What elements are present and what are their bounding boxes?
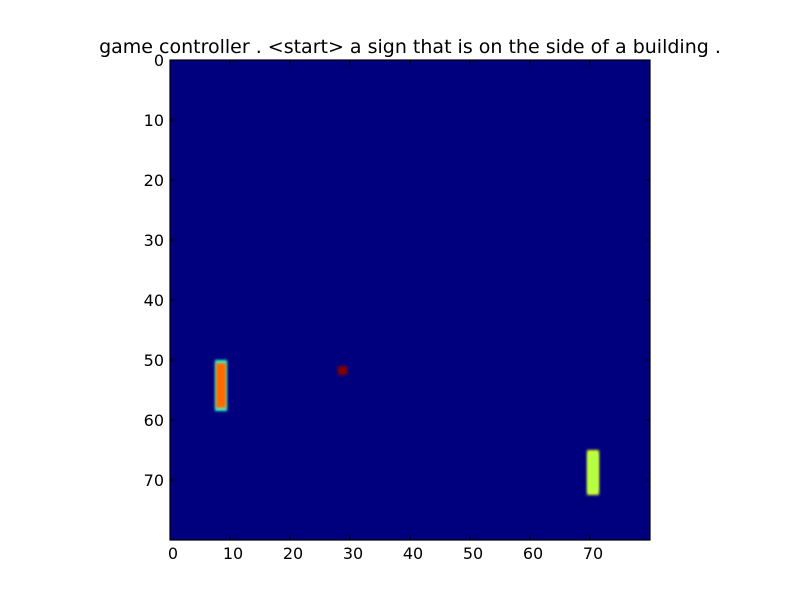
chart-title: game controller . <start> a sign that is… <box>99 36 721 58</box>
left-paddle <box>216 363 226 408</box>
x-tick-label: 40 <box>403 544 423 563</box>
y-tick-label: 20 <box>144 171 164 190</box>
y-tick-label: 50 <box>144 351 164 370</box>
y-tick-label: 10 <box>144 111 164 130</box>
x-tick-label: 20 <box>283 544 303 563</box>
ball <box>339 368 346 373</box>
plot-background <box>170 60 650 540</box>
x-tick-label: 50 <box>463 544 483 563</box>
y-tick-label: 70 <box>144 471 164 490</box>
y-tick-label: 0 <box>154 51 164 70</box>
y-tick-label: 60 <box>144 411 164 430</box>
heatmap-objects <box>215 360 599 495</box>
x-tick-label: 10 <box>223 544 243 563</box>
x-tick-label: 60 <box>523 544 543 563</box>
x-tick-label: 70 <box>583 544 603 563</box>
axis-ticks: 0 10 20 30 40 50 60 70 0 10 20 30 40 50 60 70 <box>144 51 650 563</box>
x-tick-label: 30 <box>343 544 363 563</box>
y-tick-label: 40 <box>144 291 164 310</box>
right-paddle <box>588 453 598 492</box>
y-tick-label: 30 <box>144 231 164 250</box>
x-tick-label: 0 <box>168 544 178 563</box>
